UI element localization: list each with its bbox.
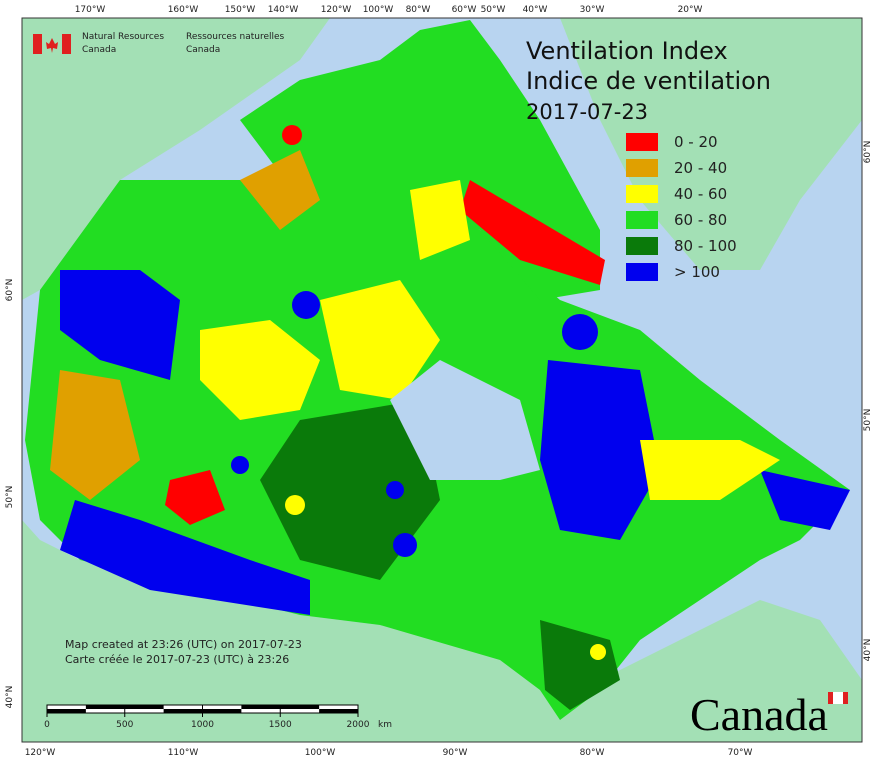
legend-swatch xyxy=(626,237,658,255)
scale-label: 1500 xyxy=(269,720,292,730)
scale-segment xyxy=(280,705,320,709)
scale-segment xyxy=(124,705,164,709)
latitude-label: 40°N xyxy=(5,686,15,709)
longitude-label: 70°W xyxy=(728,748,753,758)
legend-label: 80 - 100 xyxy=(674,237,737,255)
scale-segment xyxy=(241,705,281,709)
legend-swatch xyxy=(626,211,658,229)
latitude-label: 50°N xyxy=(5,486,15,509)
latitude-label: 60°N xyxy=(863,141,873,164)
wordmark: Canada xyxy=(690,689,828,740)
legend-swatch xyxy=(626,185,658,203)
scale-label: 1000 xyxy=(191,720,214,730)
longitude-label: 100°W xyxy=(305,748,336,758)
longitude-label: 120°W xyxy=(25,748,56,758)
longitude-label: 110°W xyxy=(168,748,199,758)
agency: Canada xyxy=(82,45,116,55)
wordmark-flag xyxy=(828,692,848,704)
scale-segment xyxy=(85,705,125,709)
legend-swatch xyxy=(626,133,658,151)
legend-label: 40 - 60 xyxy=(674,185,727,203)
scale-segment xyxy=(319,709,358,713)
title: Ventilation Index xyxy=(526,37,728,65)
longitude-label: 90°W xyxy=(443,748,468,758)
longitude-label: 30°W xyxy=(580,5,605,15)
legend-label: 0 - 20 xyxy=(674,133,718,151)
flag xyxy=(33,34,71,54)
longitude-label: 40°W xyxy=(523,5,548,15)
legend-label: 60 - 80 xyxy=(674,211,727,229)
longitude-label: 170°W xyxy=(75,5,106,15)
title: Indice de ventilation xyxy=(526,67,771,95)
longitude-label: 160°W xyxy=(168,5,199,15)
agency: Canada xyxy=(186,45,220,55)
scale-segment xyxy=(202,709,242,713)
legend-label: 20 - 40 xyxy=(674,159,727,177)
footer: Map created at 23:26 (UTC) on 2017-07-23 xyxy=(65,638,302,651)
scale-label: 0 xyxy=(44,720,50,730)
agency: Ressources naturelles xyxy=(186,32,285,42)
scale-label: 2000 xyxy=(347,720,370,730)
longitude-label: 80°W xyxy=(580,748,605,758)
basemap xyxy=(22,18,862,742)
latitude-label: 50°N xyxy=(863,409,873,432)
map-frame xyxy=(21,17,863,743)
longitude-label: 20°W xyxy=(678,5,703,15)
longitude-label: 60°W xyxy=(452,5,477,15)
date: 2017-07-23 xyxy=(526,100,648,124)
scale-label: 500 xyxy=(116,720,133,730)
agency: Natural Resources xyxy=(82,32,164,42)
latitude-label: 60°N xyxy=(5,279,15,302)
legend-swatch xyxy=(626,159,658,177)
longitude-label: 100°W xyxy=(363,5,394,15)
scale-segment xyxy=(47,709,86,713)
scale-segment xyxy=(163,709,203,713)
longitude-label: 140°W xyxy=(268,5,299,15)
legend-label: > 100 xyxy=(674,263,720,281)
footer: Carte créée le 2017-07-23 (UTC) à 23:26 xyxy=(65,653,289,666)
latitude-label: 40°N xyxy=(863,639,873,662)
legend-swatch xyxy=(626,263,658,281)
longitude-label: 80°W xyxy=(406,5,431,15)
longitude-label: 150°W xyxy=(225,5,256,15)
longitude-label: 50°W xyxy=(481,5,506,15)
longitude-label: 120°W xyxy=(321,5,352,15)
scale-unit: km xyxy=(378,720,392,730)
